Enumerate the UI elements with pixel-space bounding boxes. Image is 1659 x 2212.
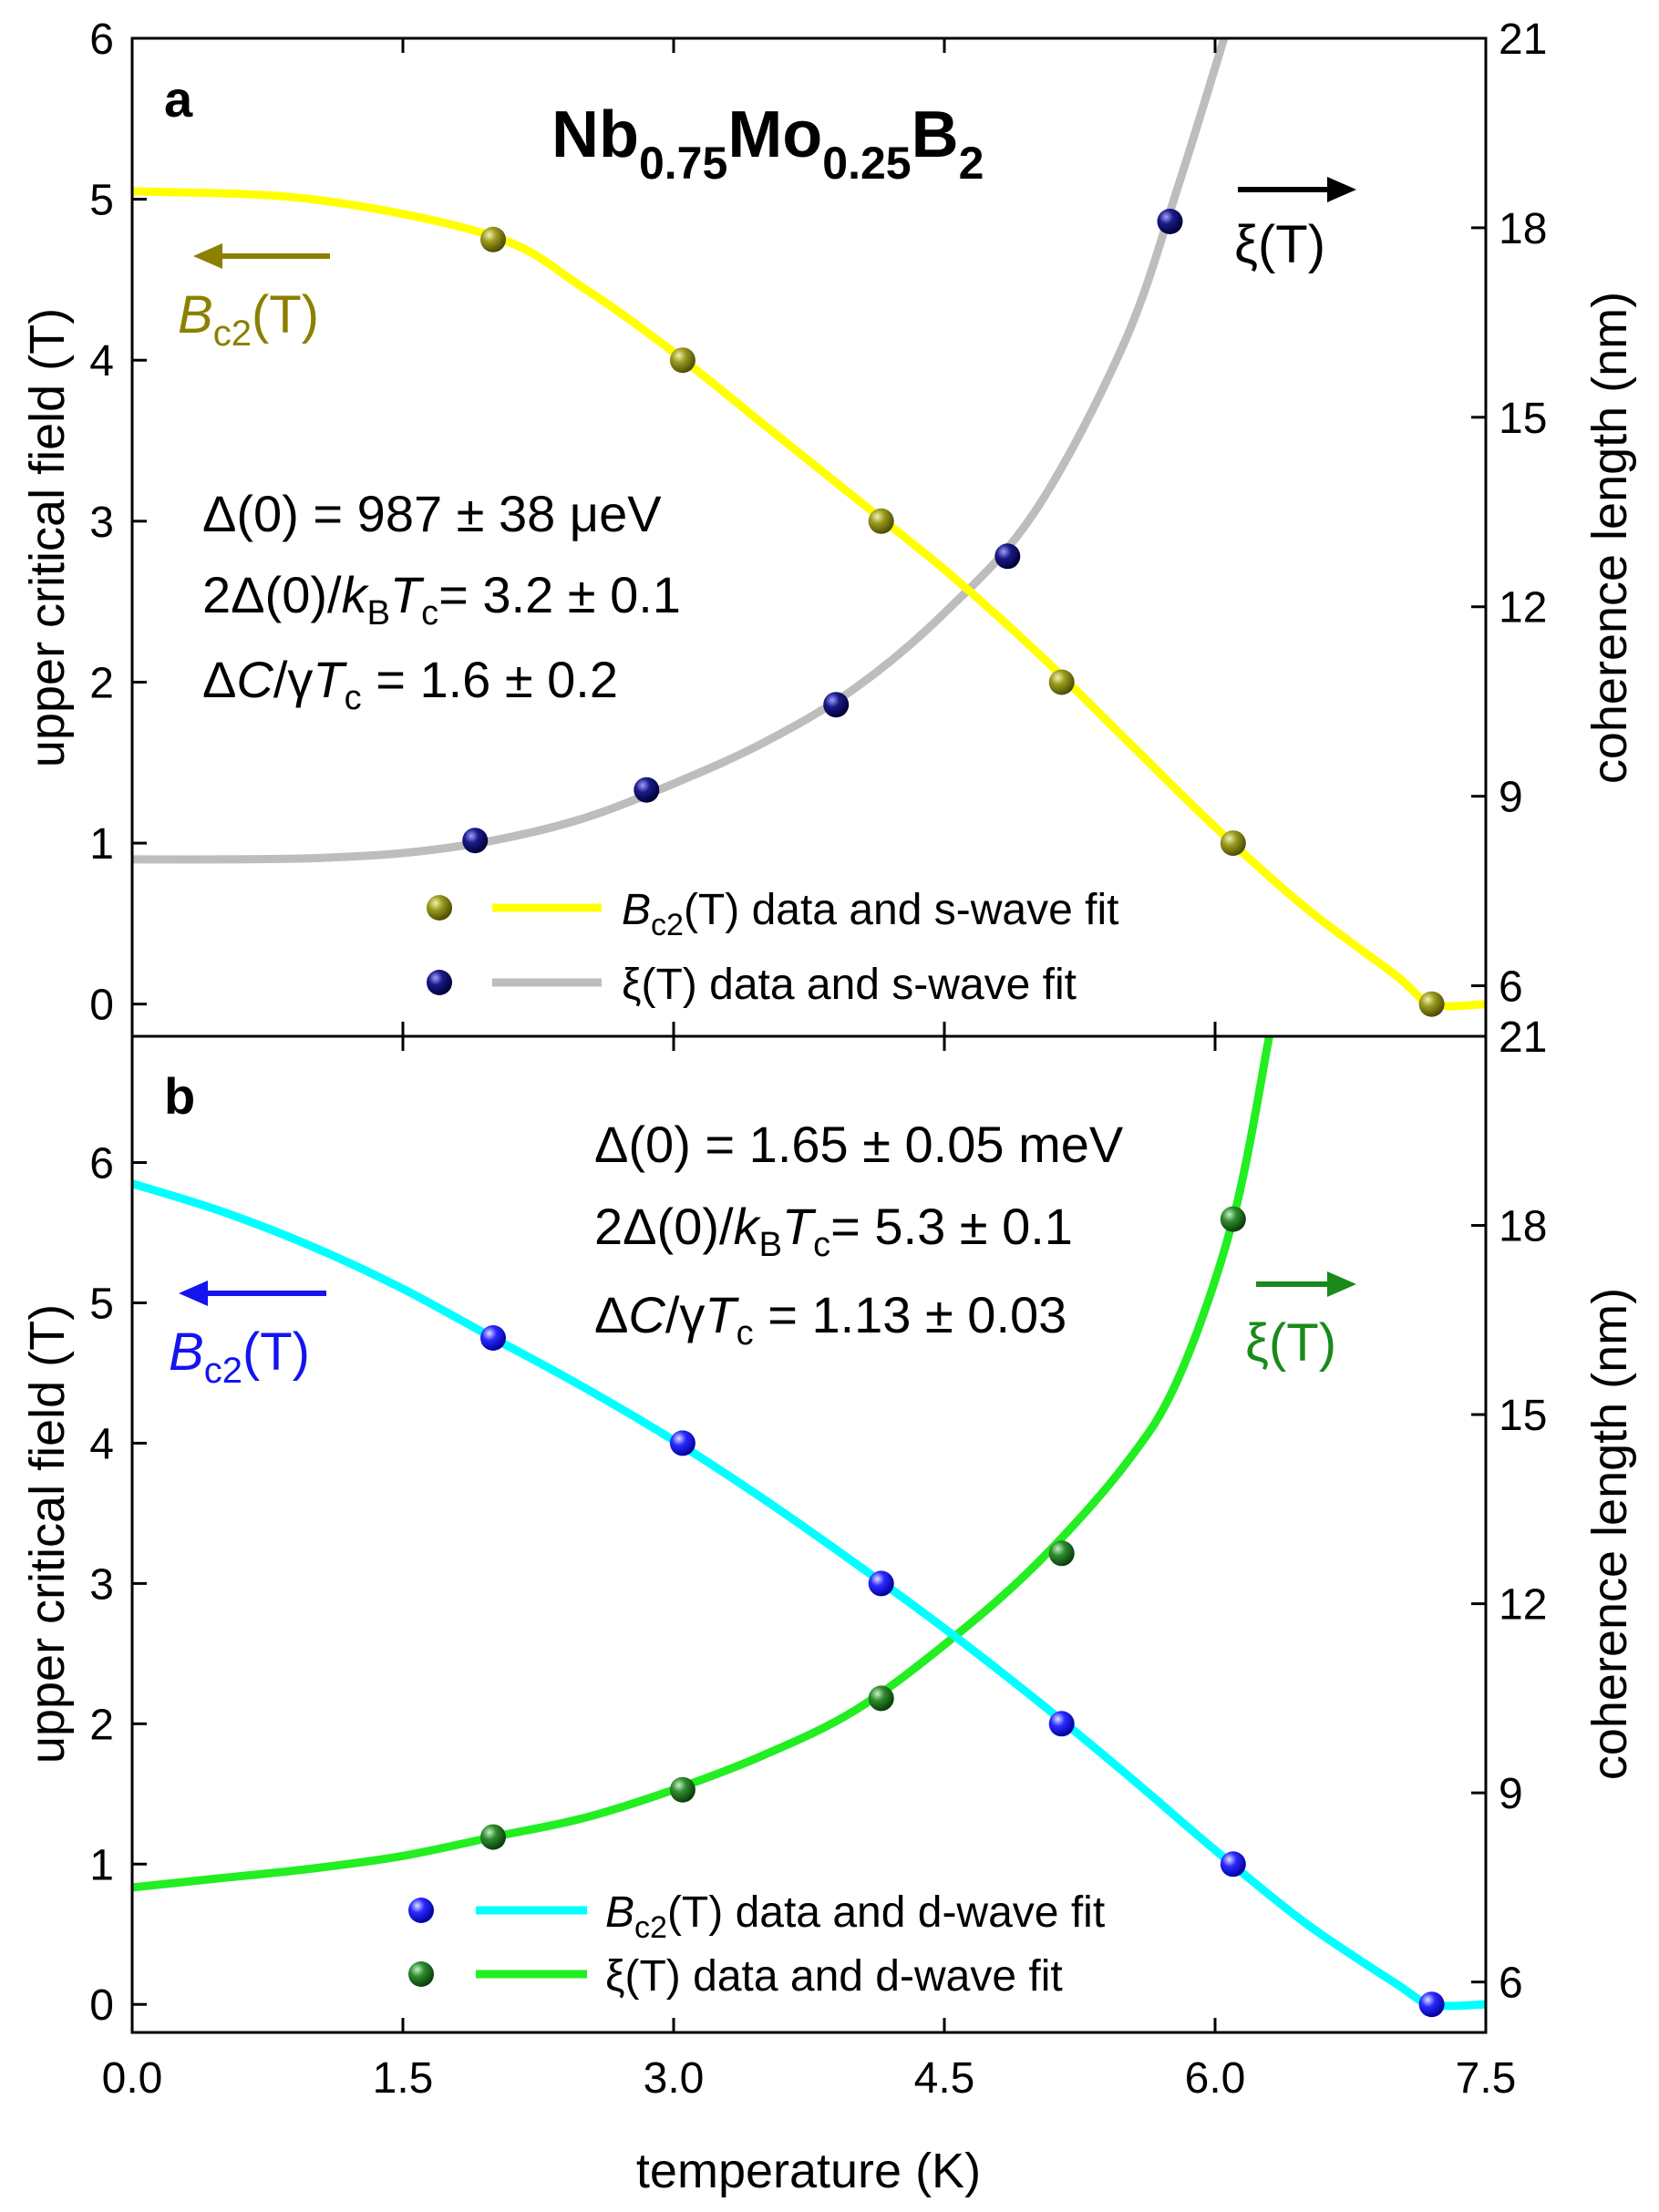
xi-data-point	[634, 777, 660, 803]
y-tick-label-left: 1	[89, 1841, 114, 1889]
x-tick-label: 3.0	[644, 2054, 705, 2103]
bc2-data-point	[669, 1430, 696, 1456]
y-tick-label-right: 9	[1499, 774, 1523, 822]
y-tick-label-right: 6	[1499, 1960, 1523, 2008]
xi-data-point	[868, 1685, 894, 1712]
legend-marker-xi-s	[427, 970, 452, 995]
stats-jump: ΔC/γTc = 1.13 ± 0.03	[594, 1286, 1066, 1353]
chart-title: Nb0.75Mo0.25B2	[551, 98, 984, 189]
xi-arrow-head	[1327, 1271, 1356, 1297]
y-tick-label-left: 0	[89, 1981, 114, 2030]
stats-gap: Δ(0) = 987 ± 38 μeV	[202, 485, 662, 542]
xi-axis-label: ξ(T)	[1245, 1313, 1336, 1373]
y-tick-label-left: 4	[89, 1420, 114, 1468]
y-tick-label-left: 3	[89, 499, 114, 547]
y-tick-label-right: 6	[1499, 963, 1523, 1012]
legend-label-xi-s: ξ(T) data and s-wave fit	[622, 961, 1077, 1009]
y-axis-title-left-b: upper critical field (T)	[20, 1304, 75, 1764]
bc2-axis-label: Bc2(T)	[169, 1322, 310, 1391]
bc2-data-point	[669, 347, 696, 374]
y-axis-title-left-a: upper critical field (T)	[20, 308, 75, 767]
xi-data-point	[1048, 1540, 1075, 1567]
x-tick-label: 7.5	[1456, 2054, 1517, 2103]
y-tick-label-left: 2	[89, 1701, 114, 1749]
bc2-data-point	[1220, 1851, 1246, 1878]
y-tick-label-right: 9	[1499, 1770, 1523, 1818]
xi-d-wave-fit-line	[132, 1036, 1273, 1892]
panel-a-label: a	[164, 70, 193, 128]
legend-label-bc2-d: Bc2(T) data and d-wave fit	[605, 1888, 1105, 1945]
x-tick-label: 4.5	[914, 2054, 975, 2103]
stats-gap: Δ(0) = 1.65 ± 0.05 meV	[594, 1116, 1124, 1173]
stats-ratio: 2Δ(0)/kBTc= 3.2 ± 0.1	[202, 566, 681, 633]
bc2-data-point	[480, 226, 506, 252]
y-tick-label-left: 6	[89, 15, 114, 64]
bc2-axis-label: Bc2(T)	[178, 285, 319, 354]
xi-s-wave-fit-line	[132, 38, 1229, 864]
legend-label-xi-d: ξ(T) data and d-wave fit	[605, 1952, 1063, 2001]
bc2-arrow-head	[193, 243, 222, 269]
legend-marker-bc2-d	[408, 1898, 434, 1923]
y-tick-label-left: 4	[89, 337, 114, 386]
xi-data-point	[1157, 209, 1183, 234]
y-tick-label-right: 12	[1499, 584, 1547, 633]
bc2-arrow-head	[179, 1281, 208, 1306]
legend-marker-bc2-s	[427, 895, 452, 921]
xi-data-point	[823, 692, 850, 718]
x-tick-label: 0.0	[102, 2054, 163, 2103]
bc2-data-point	[1418, 991, 1445, 1017]
bc2-d-wave-fit-line	[132, 1179, 1486, 2011]
bc2-data-point	[1048, 1711, 1075, 1737]
legend-marker-xi-d	[408, 1961, 434, 1987]
xi-data-point	[1220, 1206, 1246, 1232]
x-axis-title: temperature (K)	[636, 2144, 981, 2198]
xi-data-point	[480, 1824, 506, 1850]
y-tick-label-right: 15	[1499, 1392, 1547, 1440]
panel-b-label: b	[164, 1067, 195, 1125]
y-tick-label-left: 2	[89, 659, 114, 707]
x-tick-label: 1.5	[373, 2054, 434, 2103]
xi-data-point	[669, 1776, 696, 1803]
bc2-data-point	[1048, 669, 1075, 695]
bc2-data-point	[868, 508, 894, 534]
y-tick-label-right: 18	[1499, 205, 1547, 253]
legend-b: Bc2(T) data and d-wave fit ξ(T) data and…	[408, 1888, 1105, 2001]
y-tick-label-left: 6	[89, 1140, 114, 1188]
bc2-data-point	[480, 1325, 506, 1351]
y-tick-label-right: 21	[1499, 15, 1547, 64]
xi-axis-label: ξ(T)	[1234, 215, 1325, 274]
xi-arrow-head	[1327, 177, 1356, 202]
bc2-data-point	[1418, 1991, 1445, 2018]
stats-ratio: 2Δ(0)/kBTc= 5.3 ± 0.1	[594, 1198, 1073, 1264]
stats-jump: ΔC/γTc = 1.6 ± 0.2	[202, 651, 618, 717]
legend-label-bc2-s: Bc2(T) data and s-wave fit	[622, 886, 1118, 942]
y-tick-label-right: 15	[1499, 395, 1547, 443]
xi-data-point	[994, 543, 1021, 570]
y-tick-label-left: 5	[89, 1280, 114, 1328]
panel-b-frame	[130, 1034, 1488, 2034]
y-axis-title-right-a: coherence length (nm)	[1582, 292, 1637, 784]
y-tick-label-right: 18	[1499, 1203, 1547, 1251]
legend-a: Bc2(T) data and s-wave fit ξ(T) data and…	[427, 886, 1118, 1009]
y-axis-title-right-b: coherence length (nm)	[1582, 1288, 1637, 1780]
y-tick-label-right: 12	[1499, 1581, 1547, 1630]
bc2-data-point	[1220, 830, 1246, 857]
y-tick-label-left: 3	[89, 1560, 114, 1609]
x-tick-label: 6.0	[1185, 2054, 1246, 2103]
bc2-data-point	[868, 1570, 894, 1597]
y-tick-label-left: 0	[89, 982, 114, 1030]
y-tick-label-left: 1	[89, 820, 114, 869]
y-tick-label-right: 21	[1499, 1013, 1547, 1062]
y-tick-label-left: 5	[89, 177, 114, 225]
xi-data-point	[462, 828, 489, 854]
